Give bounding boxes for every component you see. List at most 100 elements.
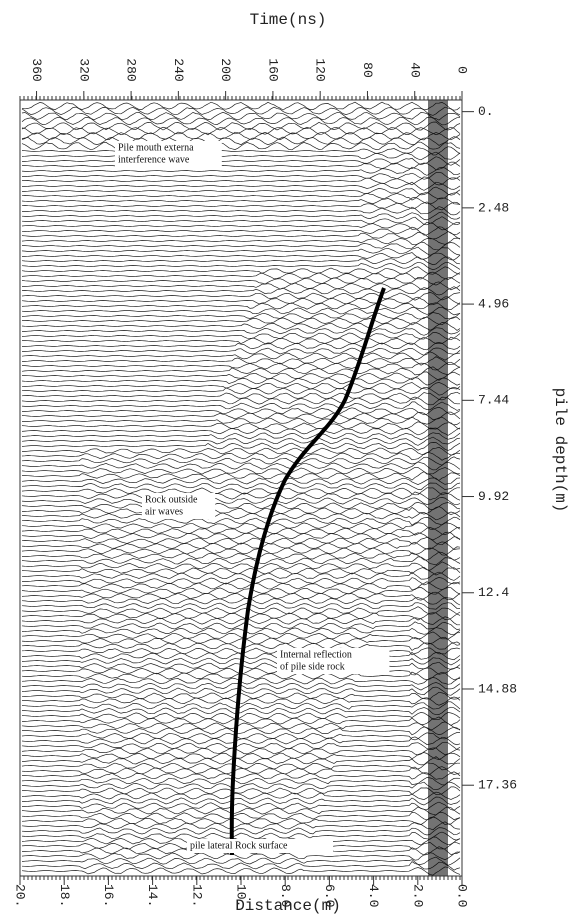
x-tick-label: 2.0 [410,884,425,907]
y-tick-label: 7.44 [478,393,509,408]
trace [22,572,460,580]
y-axis-label: pile depth(m) [551,388,569,513]
trace [22,778,460,785]
annotation: Rock outside [145,494,198,505]
trace [22,107,460,115]
x2-axis-label: Time(ns) [250,11,327,29]
trace [22,488,460,495]
trace [22,292,460,300]
trace [22,478,460,485]
x-tick-label: 14. [145,884,160,907]
trace [22,828,460,835]
y-tick-label: 4.96 [478,297,509,312]
trace [22,467,460,474]
trace [22,362,460,370]
y-tick-label: 17.36 [478,778,517,793]
trace [22,262,460,269]
x-tick-label: 4.0 [366,884,381,907]
annotation: of pile side rock [280,661,345,672]
x-tick-label: 10. [234,884,249,907]
annotation: air waves [145,506,183,517]
trace [22,598,460,606]
trace [22,867,460,875]
chart: Time(ns) Distance(m) pile depth(m) Pile … [0,0,576,917]
trace [22,747,460,755]
trace [22,587,460,594]
trace [22,582,460,590]
trace [22,782,460,790]
x2-tick-label: 160 [265,58,280,81]
trace [22,617,460,625]
x2-tick-label: 360 [29,58,44,81]
x-tick-label: 8.0 [278,884,293,907]
trace [22,832,460,840]
x-tick-label: 18. [57,884,72,907]
trace [22,182,460,190]
trace [22,277,460,285]
x-tick-label: 6.0 [322,884,337,907]
trace [22,207,460,215]
trace [22,787,460,795]
y-tick-label: 12.4 [478,585,509,600]
trace [22,137,460,146]
trace [22,192,460,200]
trace [22,702,460,710]
trace [22,527,460,535]
x2-tick-label: 80 [360,62,375,78]
y-tick-label: 14.88 [478,681,517,696]
trace [22,692,460,699]
trace [22,417,460,425]
trace [22,632,460,639]
y-tick-label: 0. [478,104,494,119]
wiggle-traces [22,100,460,876]
trace [22,172,460,179]
trace [22,132,460,140]
trace [22,202,460,210]
trace [22,407,460,415]
x2-tick-label: 280 [124,58,139,81]
x2-tick-label: 320 [76,58,91,81]
trace [22,282,460,290]
trace [22,297,460,305]
trace [22,267,460,275]
strong-band [428,100,448,876]
trace [22,577,460,585]
trace [22,127,460,135]
trace [22,697,460,705]
annotation: interference wave [118,154,190,165]
trace [22,817,460,825]
trace [22,313,460,320]
trace [22,303,460,310]
y-tick-label: 2.48 [478,200,509,215]
x2-tick-label: 240 [171,58,186,81]
trace [22,197,460,204]
trace [22,167,460,175]
trace [22,222,460,230]
trace [22,428,460,436]
x2-tick-label: 40 [407,62,422,78]
trace [22,753,460,760]
y-tick-label: 9.92 [478,489,509,504]
annotation: Internal reflection [280,649,352,660]
trace [22,152,460,160]
trace [22,247,460,255]
x2-tick-label: 120 [313,58,328,81]
trace [22,437,460,445]
trace [22,382,460,389]
trace [22,737,460,745]
trace [22,628,460,635]
x2-tick-label: 200 [218,58,233,81]
x2-tick-label: 0 [455,66,470,74]
trace [22,852,460,860]
trace [22,707,460,715]
trace [22,592,460,600]
x-tick-label: 16. [101,884,116,907]
annotation: pile lateral Rock surface [190,840,288,851]
trace [22,712,460,719]
trace [22,328,460,336]
trace [22,542,460,550]
x-tick-label: 20. [13,884,28,907]
trace [22,212,460,220]
trace [22,348,460,355]
trace [22,253,460,260]
